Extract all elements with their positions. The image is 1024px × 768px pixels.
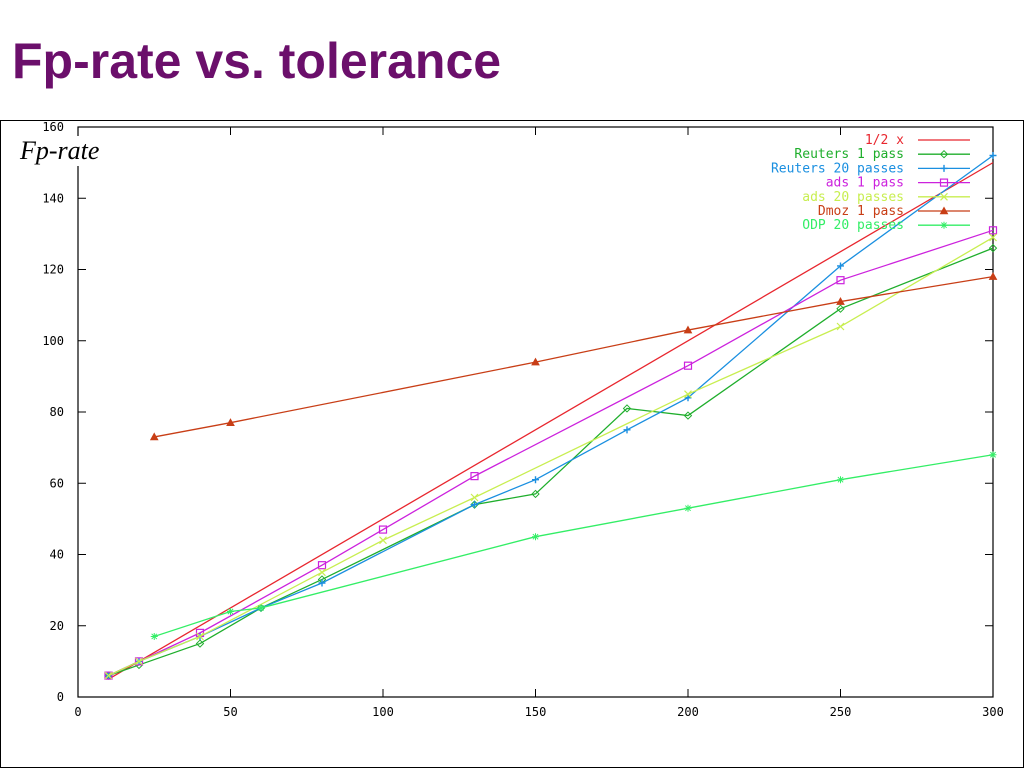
series-line <box>108 229 994 677</box>
y-tick-label: 40 <box>50 548 64 562</box>
data-point <box>532 476 539 484</box>
series-line <box>154 275 994 438</box>
data-point <box>149 432 159 441</box>
data-point <box>684 394 692 402</box>
y-tick-label: 160 <box>42 120 64 134</box>
data-point <box>104 671 113 680</box>
series-ads-1-pass <box>104 226 998 680</box>
data-point <box>623 426 631 434</box>
x-tick-label: 250 <box>830 705 852 719</box>
y-tick-label: 100 <box>42 334 64 348</box>
data-point <box>531 489 540 499</box>
y-tick-label: 80 <box>50 405 64 419</box>
data-point <box>989 233 997 242</box>
data-point <box>226 418 235 426</box>
data-point <box>104 671 113 680</box>
data-point <box>836 304 845 313</box>
data-point <box>318 579 326 587</box>
data-point <box>531 357 540 366</box>
data-point <box>836 322 845 331</box>
legend-marker <box>940 192 948 201</box>
y-tick-label: 120 <box>42 263 64 277</box>
data-point <box>684 504 692 512</box>
data-point <box>257 604 265 612</box>
data-point <box>150 632 158 640</box>
data-point <box>318 568 326 577</box>
series-line <box>108 162 994 680</box>
line-chart: 0 20 40 60 80 100 120 140 160 0 50 100 150 200 250 300 1… <box>0 120 1024 768</box>
x-tick-label: 300 <box>982 705 1004 719</box>
legend-label: Reuters 20 passes <box>771 161 904 176</box>
y-axis-label: Fp-rate <box>18 136 102 166</box>
data-point <box>195 639 205 648</box>
data-point <box>988 226 998 235</box>
x-tick-label: 50 <box>223 705 237 719</box>
y-tick-label: 0 <box>57 690 64 704</box>
data-point <box>196 632 204 641</box>
y-tick-label: 60 <box>50 476 64 490</box>
legend-marker <box>939 149 949 159</box>
data-point <box>683 361 693 370</box>
series-reuters-1-pass <box>104 243 998 680</box>
legend-label: Dmoz 1 pass <box>818 204 904 219</box>
page-title: Fp-rate vs. tolerance <box>12 33 502 89</box>
x-tick-label: 150 <box>525 705 547 719</box>
data-point <box>683 411 693 420</box>
x-tick-label: 200 <box>677 705 699 719</box>
data-point <box>683 325 693 334</box>
series-odp-20-passes <box>150 451 997 640</box>
data-point <box>684 390 692 399</box>
legend-marker <box>940 221 948 229</box>
data-point <box>988 243 998 253</box>
legend-marker <box>940 164 948 172</box>
legend-label: ads 20 passes <box>802 190 904 205</box>
data-point <box>470 472 479 481</box>
series-1-2-x <box>108 162 994 680</box>
series-line <box>108 154 994 677</box>
legend-marker <box>939 178 949 187</box>
x-tick-label: 100 <box>372 705 394 719</box>
data-point <box>378 525 388 534</box>
legend-label: 1/2 x <box>865 133 904 148</box>
series-line <box>108 247 994 677</box>
data-point <box>989 152 997 159</box>
legend-label: ads 1 pass <box>826 176 904 191</box>
data-point <box>532 533 539 541</box>
series-ads-20-passes <box>104 233 997 680</box>
data-point <box>471 501 478 509</box>
data-point <box>227 608 234 615</box>
chart-frame: 0 20 40 60 80 100 120 140 160 0 50 100 150 200 250 300 1… <box>0 120 1024 768</box>
legend-label: ODP 20 passes <box>802 218 904 233</box>
x-tick-label: 0 <box>74 705 81 719</box>
data-point <box>470 493 479 502</box>
legend-marker <box>939 206 949 215</box>
data-point <box>135 657 143 666</box>
series-line <box>154 454 994 638</box>
data-point <box>989 451 997 459</box>
y-tick-label: 140 <box>42 191 64 205</box>
data-point <box>836 276 845 285</box>
data-point <box>379 536 387 545</box>
data-point <box>836 297 845 305</box>
data-point <box>988 272 998 280</box>
y-tick-label: 20 <box>50 619 64 633</box>
data-point <box>134 657 144 666</box>
series-dmoz-1-pass <box>149 272 998 441</box>
data-point <box>317 561 327 570</box>
data-point <box>837 476 844 484</box>
legend-label: Reuters 1 pass <box>794 147 904 162</box>
data-point <box>837 262 844 270</box>
data-point <box>622 404 632 413</box>
